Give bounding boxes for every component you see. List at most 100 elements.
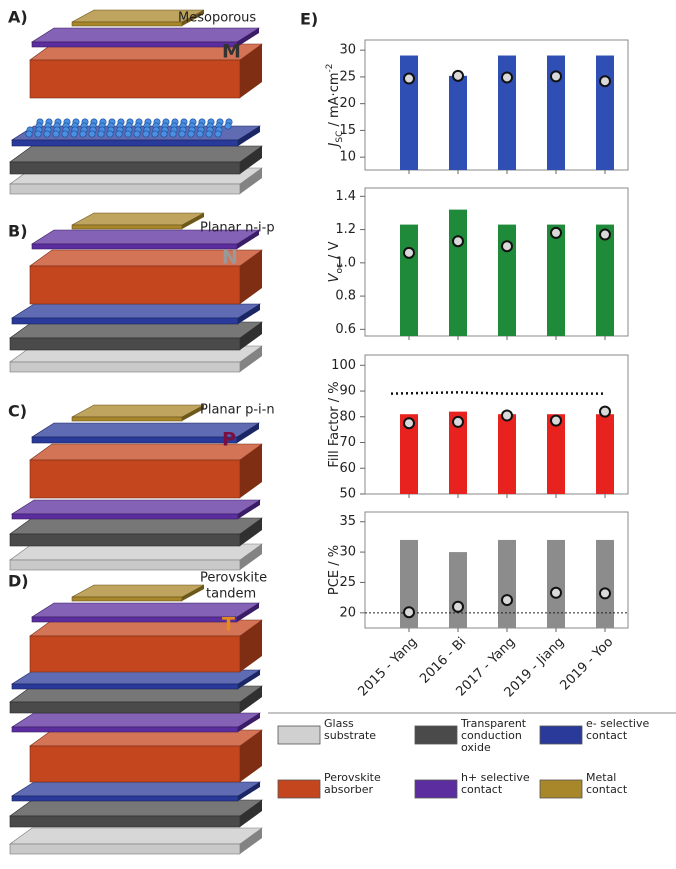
legend-swatch [414, 779, 458, 799]
panel-code: M [222, 41, 241, 63]
layer-front [9, 183, 241, 195]
layer-front [31, 616, 238, 623]
layer-front [71, 416, 183, 422]
layer-front [9, 161, 241, 175]
layer-side [182, 213, 204, 229]
y-tick-label: 1.4 [335, 189, 356, 204]
layer-side [240, 686, 262, 713]
layer-top [10, 499, 262, 515]
bar [449, 411, 467, 494]
layer-front [71, 21, 183, 27]
mesoporous-bead [178, 130, 186, 138]
legend-label: e- selective [586, 717, 649, 730]
layer-side [240, 828, 262, 854]
mesoporous-bead [133, 130, 141, 138]
layer-front [29, 59, 241, 99]
layer-top [29, 729, 263, 747]
dot [403, 246, 415, 259]
panel-caption: Planar p-i-n [200, 403, 275, 418]
dot [501, 71, 513, 84]
layer-side [240, 800, 262, 827]
layer-top [9, 517, 263, 535]
y-axis-label-part: Fill Factor / % [327, 381, 342, 467]
layer-front [9, 533, 241, 547]
dot [403, 417, 415, 430]
mesoporous-bead [187, 130, 195, 138]
mesoporous-bead [169, 130, 177, 138]
layer-top [71, 212, 205, 226]
layer-side [240, 518, 262, 546]
bar [400, 539, 418, 628]
bar [547, 224, 565, 336]
layer-side [238, 670, 260, 689]
panel-caption: Planar n-i-p [200, 221, 275, 236]
dot [550, 70, 562, 83]
bar [498, 539, 516, 628]
dot [501, 594, 513, 607]
y-tick-label: 90 [339, 384, 356, 399]
mesoporous-bead [106, 130, 114, 138]
mesoporous-bead [25, 130, 33, 138]
bar [449, 75, 467, 170]
layer-side [238, 782, 260, 801]
mesoporous-bead [214, 130, 222, 138]
panel-code: N [222, 247, 238, 269]
y-tick-label: 20 [339, 605, 356, 620]
panel-letter: D) [8, 572, 29, 591]
y-tick-label: 30 [339, 545, 356, 560]
bar [596, 539, 614, 628]
y-tick-label: 25 [339, 69, 356, 84]
line-series [390, 391, 605, 395]
dot [550, 414, 562, 427]
layer-top [9, 321, 263, 339]
bar [547, 414, 565, 494]
panel-letter: C) [8, 402, 27, 421]
layer-front [29, 635, 241, 673]
legend-label: conduction [461, 729, 522, 742]
layer-front [29, 459, 241, 499]
y-axis-label-part: PCE / % [327, 545, 342, 595]
layer-front [11, 726, 239, 733]
layer-side [237, 230, 259, 249]
layer-side [238, 713, 260, 732]
layer-side [240, 730, 262, 782]
bar [547, 539, 565, 628]
layer-top [10, 303, 262, 319]
y-tick-label: 30 [339, 43, 356, 58]
dot [452, 415, 464, 428]
panel-code: T [222, 614, 235, 636]
layer-front [29, 745, 241, 783]
mesoporous-bead [196, 130, 204, 138]
panel-letter: B) [8, 222, 28, 241]
bar [498, 224, 516, 336]
bar [596, 224, 614, 336]
layer-side [237, 423, 259, 443]
panel-caption: Perovskite [200, 571, 267, 586]
mesoporous-bead [160, 130, 168, 138]
mesoporous-bead [43, 130, 51, 138]
y-axis-label-part: / V [327, 241, 342, 263]
y-axis-label-part: SC [335, 131, 345, 143]
layer-side [238, 500, 260, 519]
legend-swatch [277, 725, 321, 745]
plot-frame [364, 511, 629, 629]
layer-front [11, 683, 239, 690]
layer-side [240, 168, 262, 194]
layer-side [237, 603, 259, 622]
layer-front [11, 795, 239, 802]
legend-label: Transparent [460, 717, 527, 730]
mesoporous-bead [205, 130, 213, 138]
mesoporous-bead [70, 130, 78, 138]
bar [547, 55, 565, 170]
layer-front [9, 815, 241, 828]
x-tick-label: 2015 - Yang [355, 635, 420, 700]
dot [599, 75, 611, 88]
bar [449, 209, 467, 336]
dot [403, 606, 415, 619]
y-axis-label-part: oc [335, 263, 345, 274]
y-axis-label: PCE / % [327, 545, 342, 595]
layer-top [9, 543, 263, 561]
panel-letter: A) [8, 8, 28, 27]
legend-swatch [539, 779, 583, 799]
